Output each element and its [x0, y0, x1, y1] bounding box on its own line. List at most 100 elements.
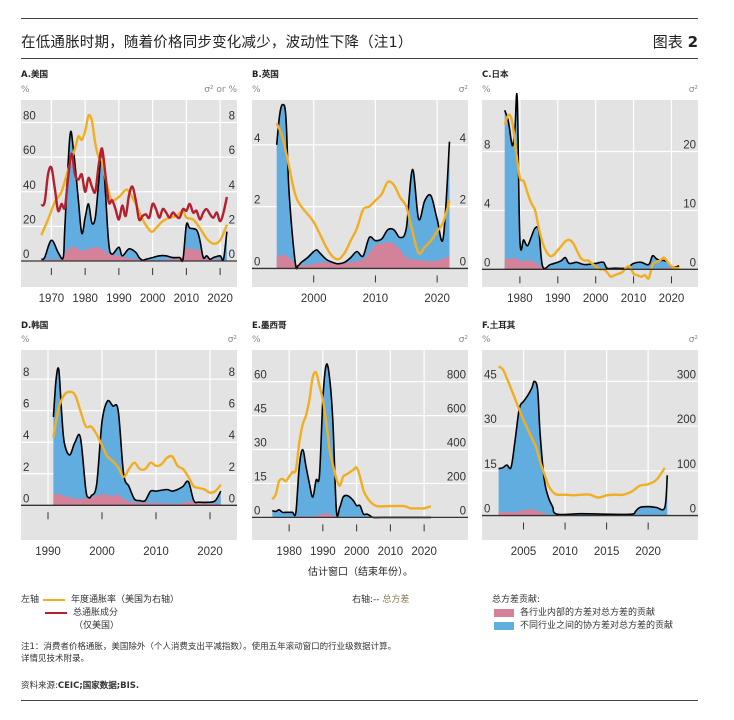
legend-headline-label: 总通胀成分 — [73, 608, 119, 618]
between-sector-area — [53, 367, 221, 506]
x-tick-label: 2005 — [511, 546, 537, 558]
right-y-tick-label: 2 — [229, 462, 235, 474]
left-y-tick-label: 0 — [254, 256, 260, 268]
right-axis-unit: σ² — [458, 85, 468, 95]
left-y-tick-label: 0 — [23, 493, 29, 505]
left-y-tick-label: 15 — [254, 471, 267, 483]
x-tick-label: 2010 — [552, 546, 578, 558]
left-y-tick-label: 0 — [484, 504, 490, 516]
total-variance-line — [503, 93, 680, 270]
right-y-tick-label: 400 — [447, 438, 466, 450]
left-axis-unit: % — [21, 335, 30, 345]
left-y-tick-label: 2 — [23, 462, 29, 474]
legend-between-label: 不同行业之间的协方差对总方差的贡献 — [520, 621, 674, 631]
legend-left-axis-label: 左轴 — [21, 595, 40, 605]
x-tick-label: 2020 — [659, 293, 685, 305]
x-tick-label: 2010 — [174, 293, 200, 305]
right-y-tick-label: 4 — [229, 180, 236, 192]
legend-headline-note: （仅美国） — [74, 621, 120, 631]
x-tick-label: 1980 — [276, 546, 302, 558]
top-rule — [21, 18, 698, 19]
legend-inflation-label: 年度通胀率（美国为右轴） — [71, 595, 180, 605]
total-variance-line — [498, 380, 669, 516]
chart-panel-C: 0 4 8 0 10 20 1980 1990 2000 2010 2020 — [482, 93, 698, 305]
note-1: 注1：消费者价格通胀，美国除外（个人消费支出平减指数）。使用五年滚动窗口的行业级… — [21, 641, 396, 665]
x-tick-label: 2000 — [89, 546, 115, 558]
left-axis-unit: % — [482, 335, 491, 345]
left-y-tick-label: 4 — [254, 133, 261, 145]
bottom-rule — [21, 700, 698, 701]
left-y-tick-label: 20 — [23, 214, 36, 226]
panel-title-A: A.美国 — [21, 70, 48, 80]
within-sector-area — [276, 242, 450, 269]
total-variance-line — [272, 363, 431, 519]
right-y-tick-label: 6 — [229, 399, 235, 411]
left-axis-unit: % — [252, 335, 261, 345]
within-sector-area — [498, 509, 665, 516]
legend-between-swatch — [494, 621, 514, 630]
left-y-tick-label: 60 — [254, 370, 267, 382]
x-tick-label: 1990 — [35, 546, 61, 558]
total-variance-line — [40, 130, 228, 263]
left-y-tick-label: 30 — [254, 438, 267, 450]
within-sector-area — [504, 257, 680, 270]
x-tick-label: 2020 — [197, 546, 223, 558]
left-y-tick-label: 8 — [23, 367, 29, 379]
inflation-line — [52, 390, 222, 494]
right-y-tick-label: 0 — [460, 505, 466, 517]
left-y-tick-label: 45 — [254, 404, 267, 416]
total-variance-line — [275, 103, 451, 270]
headline-component-line — [40, 147, 229, 223]
right-y-tick-label: 4 — [460, 133, 467, 145]
panel-title-C: C.日本 — [482, 70, 509, 80]
right-axis-unit: σ² — [458, 335, 468, 345]
right-y-tick-label: 2 — [229, 214, 235, 226]
x-tick-label: 2010 — [363, 293, 389, 305]
x-tick-label: 1990 — [106, 293, 132, 305]
right-y-tick-label: 100 — [677, 459, 696, 471]
legend-contrib-title: 总方差贡献: — [492, 595, 541, 605]
right-y-tick-label: 8 — [229, 367, 235, 379]
chart-panel-A: 0 20 40 60 80 0 2 4 6 8 1970 1980 1990 2000 2010 2020 — [21, 100, 237, 305]
legend-within-swatch — [494, 608, 514, 617]
page-title: 在低通胀时期，随着价格同步变化减少，波动性下降（注1） — [21, 35, 413, 51]
right-axis-unit: σ² — [688, 335, 698, 345]
panel-title-E: E.墨西哥 — [252, 321, 287, 331]
x-tick-label: 1980 — [507, 293, 533, 305]
x-tick-label: 2000 — [583, 293, 609, 305]
chart-panel-B: 0 2 4 0 2 4 2000 2010 2020 — [252, 100, 468, 305]
x-tick-label: 1970 — [39, 293, 65, 305]
right-y-tick-label: 300 — [677, 369, 696, 381]
right-y-tick-label: 2 — [460, 195, 466, 207]
inflation-line — [40, 113, 229, 245]
inflation-line — [275, 122, 451, 261]
x-tick-label: 1990 — [310, 546, 336, 558]
left-y-tick-label: 2 — [254, 195, 260, 207]
legend-left-axis: 左轴 年度通胀率（美国为右轴） — [21, 592, 179, 605]
legend-within-label: 各行业内部的方差对总方差的贡献 — [520, 608, 656, 618]
legend-right-axis: 右轴:-- 总方差 — [352, 592, 409, 605]
right-axis-unit: σ² — [688, 85, 698, 95]
legend-within: 各行业内部的方差对总方差的贡献 — [494, 605, 655, 618]
right-y-tick-label: 600 — [447, 404, 466, 416]
right-y-tick-label: 0 — [229, 249, 235, 261]
right-y-tick-label: 200 — [677, 414, 696, 426]
x-tick-label: 2010 — [143, 546, 169, 558]
right-y-tick-label: 0 — [229, 493, 235, 505]
chart-panel-D: 0 2 4 6 8 0 2 4 6 8 1990 2000 2010 2020 — [21, 350, 237, 558]
chart-number-value: 2 — [687, 33, 698, 51]
left-y-tick-label: 45 — [484, 369, 497, 381]
between-sector-area — [504, 93, 680, 270]
legend-headline-swatch — [45, 611, 67, 614]
source-note: 资料来源:CEIC;国家数据;BIS. — [21, 680, 139, 692]
x-tick-label: 2010 — [621, 293, 647, 305]
title-rule — [21, 58, 698, 59]
x-tick-label: 2020 — [424, 293, 450, 305]
x-tick-label: 2000 — [140, 293, 166, 305]
left-y-tick-label: 0 — [484, 257, 490, 269]
chart-panel-F: 0 15 30 45 0 100 200 300 2005 2010 2015 2020 — [482, 350, 698, 558]
left-axis-unit: % — [252, 85, 261, 95]
panel-title-F: F.土耳其 — [482, 321, 516, 331]
legend-headline: 总通胀成分 — [41, 605, 118, 618]
legend-right-axis-label: 右轴:-- — [352, 595, 383, 605]
